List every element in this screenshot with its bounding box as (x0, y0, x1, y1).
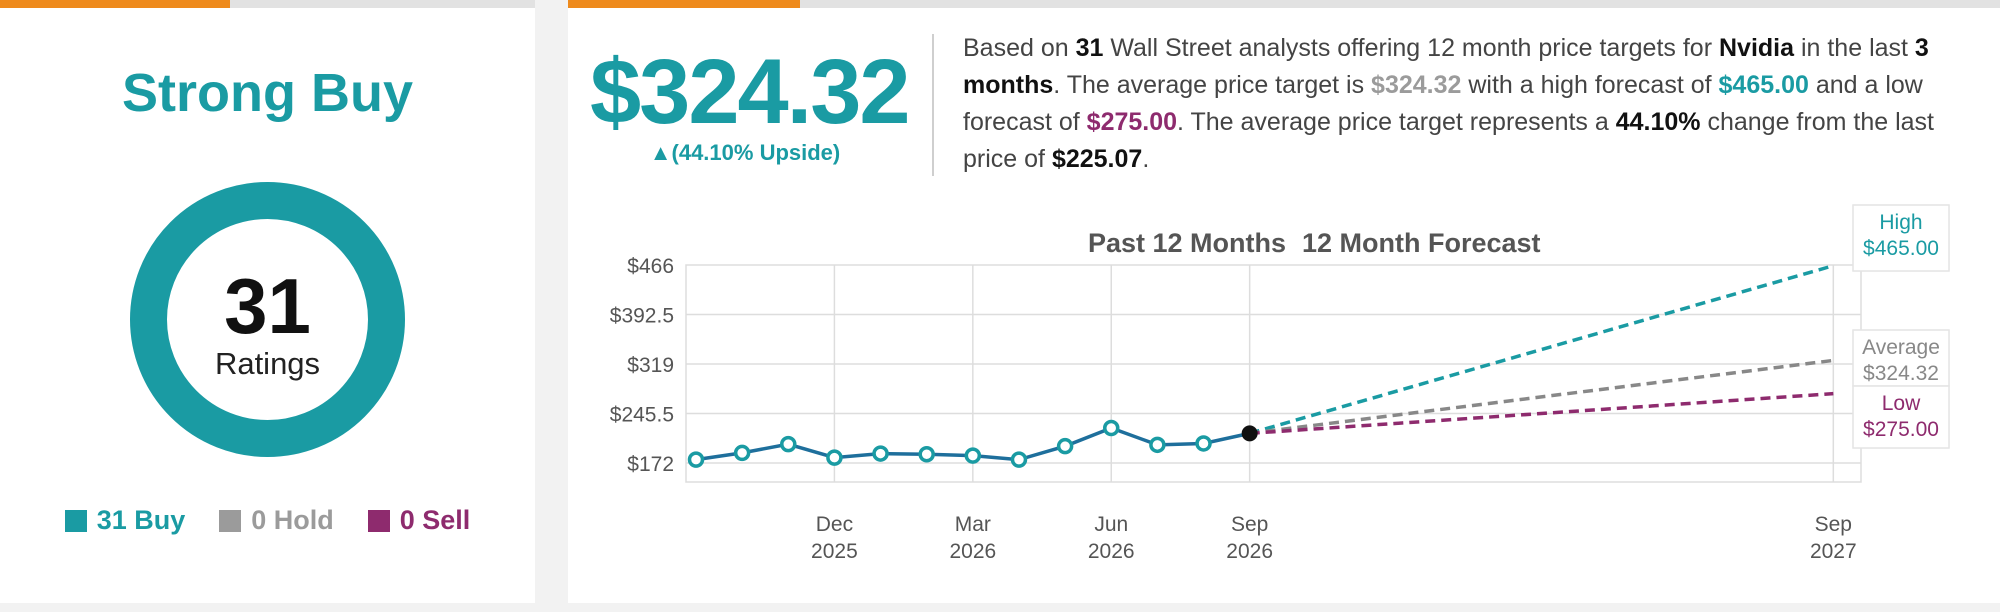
upside-percentage: ▲(44.10% Upside) (649, 140, 841, 165)
divider (932, 34, 934, 176)
ratings-legend: 31 Buy 0 Hold 0 Sell (0, 505, 535, 536)
history-point (1149, 436, 1166, 454)
history-point (826, 449, 843, 466)
plot-frame (685, 264, 1862, 483)
history-point (1056, 437, 1074, 455)
history-point (872, 445, 889, 462)
sell-swatch (367, 509, 390, 532)
ratings-count: 31 (224, 262, 311, 350)
analyst-rating-card: Strong Buy 31 Ratings 31 Buy 0 Hold 0 Se… (0, 0, 535, 603)
progress-bar-fill (0, 0, 230, 8)
legend-buy-label: 31 Buy (96, 505, 186, 535)
analyst-count: 31 (1075, 34, 1104, 62)
legend-hold-label: 0 Hold (251, 505, 334, 535)
period: 3 months (963, 34, 1929, 99)
donut-center: 31 Ratings (130, 265, 405, 381)
buy-ratings-arc (130, 182, 405, 457)
forecast-label-box (1852, 329, 1950, 387)
y-tick-label: $319 (627, 354, 674, 377)
history-point (1102, 419, 1120, 437)
last-price: $225.07 (1051, 145, 1143, 173)
history-point (1195, 435, 1212, 452)
chart-title-forecast: 12 Month Forecast (1287, 228, 1541, 258)
progress-bar (568, 0, 2000, 8)
ratings-label: Ratings (214, 346, 321, 381)
progress-bar-fill (568, 0, 800, 8)
x-tick-month: Sep (1815, 513, 1852, 536)
forecast-label-value: $465.00 (1863, 237, 1939, 260)
change-percent: 44.10% (1615, 108, 1701, 136)
history-point (687, 451, 705, 468)
y-tick-label: $392.5 (610, 305, 674, 328)
price-target-card: $324.32 ▲(44.10% Upside) Based on 31 Wal… (568, 0, 2000, 603)
x-tick-year: 2026 (949, 540, 996, 563)
history-point (918, 445, 935, 463)
forecast-line-average (1249, 358, 1834, 436)
forecast-label-value: $275.00 (1863, 418, 1939, 441)
hold-swatch (219, 509, 242, 532)
x-tick-year: 2026 (1226, 540, 1273, 563)
average-price-target: $324.32 (590, 41, 911, 143)
x-tick-month: Mar (955, 513, 991, 536)
y-tick-label: $245.5 (610, 404, 674, 427)
high-target: $465.00 (1718, 71, 1809, 99)
price-target-chart: $466 $392.5 $319 $245.5 $172 Dec 2025 Mar 2026 Ju… (610, 204, 1950, 563)
forecast-label-box (1852, 385, 1950, 449)
forecast-label-name: Average (1862, 336, 1940, 359)
legend-buy: 31 Buy (64, 505, 186, 536)
y-tick-label: $172 (627, 453, 674, 476)
history-point (780, 435, 797, 453)
last-price-point (1241, 425, 1258, 442)
x-tick-year: 2027 (1810, 540, 1857, 563)
legend-hold: 0 Hold (219, 505, 334, 536)
forecast-label-value: $324.32 (1863, 362, 1939, 385)
y-tick-label: $466 (627, 255, 674, 278)
x-tick-month: Jun (1094, 513, 1128, 536)
forecast-line-low (1249, 391, 1834, 436)
progress-bar (0, 0, 535, 8)
low-target: $275.00 (1086, 108, 1178, 136)
x-tick-month: Sep (1231, 513, 1268, 536)
forecast-label-box (1852, 204, 1950, 272)
x-tick-year: 2026 (1088, 540, 1135, 563)
forecast-line-high (1249, 263, 1834, 436)
consensus-rating: Strong Buy (122, 63, 413, 123)
forecast-label-name: High (1879, 211, 1922, 234)
buy-swatch (64, 509, 87, 532)
price-target-summary: Based on 31 Wall Street analysts offerin… (963, 34, 1934, 173)
history-point (1010, 451, 1028, 468)
legend-sell-label: 0 Sell (399, 505, 471, 535)
avg-target: $324.32 (1371, 71, 1462, 99)
history-point (964, 447, 982, 464)
company-name: Nvidia (1718, 34, 1795, 62)
forecast-label-name: Low (1882, 392, 1921, 415)
ratings-donut (130, 182, 405, 457)
chart-title-past: Past 12 Months (1088, 228, 1286, 258)
history-point (733, 444, 751, 462)
x-tick-month: Dec (816, 513, 853, 536)
x-tick-year: 2025 (811, 540, 858, 563)
legend-sell: 0 Sell (367, 505, 471, 536)
